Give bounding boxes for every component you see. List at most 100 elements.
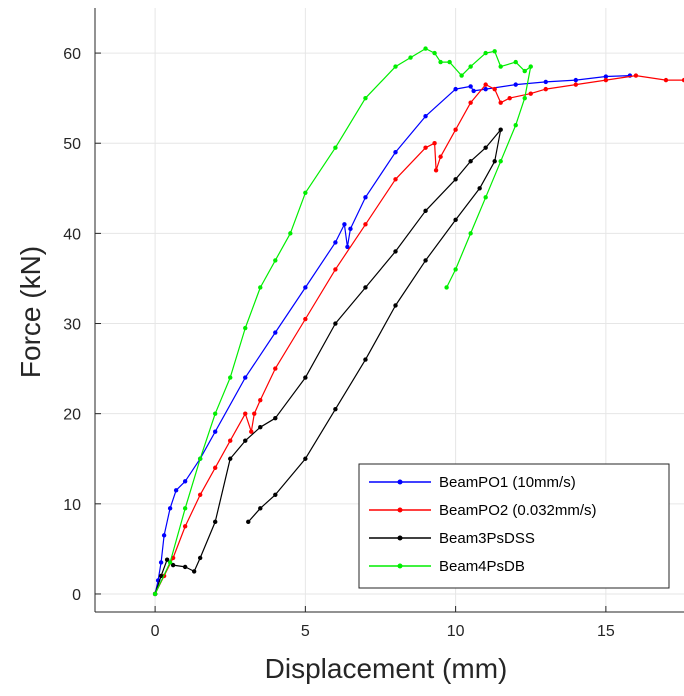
data-point: [303, 456, 308, 461]
data-point: [522, 68, 527, 74]
series-2: [152, 73, 684, 597]
data-point: [513, 122, 518, 128]
legend-entry-label: BeamPO1 (10mm/s): [439, 474, 576, 491]
data-point: [363, 285, 368, 290]
data-point: [197, 492, 203, 498]
data-point: [246, 519, 251, 525]
data-point: [408, 55, 413, 60]
data-point: [303, 285, 308, 290]
data-point: [164, 557, 170, 562]
data-point: [468, 231, 473, 236]
data-point: [498, 127, 503, 132]
y-tick-label: 40: [63, 226, 81, 243]
series-line: [154, 47, 532, 595]
data-point: [432, 50, 437, 56]
data-point: [468, 100, 473, 105]
data-point: [498, 64, 503, 69]
data-point: [152, 591, 158, 597]
data-point: [603, 77, 609, 83]
data-point: [513, 59, 518, 65]
data-point: [363, 357, 368, 362]
data-point: [333, 321, 338, 326]
data-point: [258, 397, 263, 403]
data-point: [573, 77, 579, 83]
data-point: [477, 186, 482, 191]
legend-entry-label: BeamPO2 (0.032mm/s): [439, 502, 597, 519]
data-point: [393, 303, 398, 308]
data-point: [432, 141, 437, 146]
data-point: [182, 564, 188, 570]
data-point: [507, 95, 512, 101]
data-point: [393, 150, 398, 155]
data-point: [213, 465, 218, 470]
data-point: [453, 127, 458, 132]
data-point: [492, 159, 497, 164]
data-point: [498, 100, 503, 105]
data-point: [213, 411, 218, 416]
data-point: [543, 79, 548, 85]
legend-marker: [397, 479, 403, 485]
x-tick-label: 10: [447, 623, 465, 640]
data-point: [453, 217, 458, 223]
data-point: [161, 533, 167, 538]
y-tick-label: 0: [72, 587, 81, 604]
axes: [94, 8, 684, 613]
data-point: [167, 560, 173, 565]
data-point: [423, 208, 428, 214]
data-point: [468, 84, 473, 89]
data-point: [273, 366, 278, 371]
data-point: [483, 82, 488, 87]
data-point: [573, 82, 579, 87]
data-point: [492, 49, 497, 54]
x-axis-label: Displacement (mm): [265, 653, 508, 684]
data-point: [393, 64, 398, 69]
data-point: [423, 258, 428, 263]
data-point: [249, 429, 254, 434]
data-point: [663, 77, 669, 83]
x-tick-label: 15: [597, 623, 615, 640]
data-point: [273, 415, 278, 421]
data-point: [228, 438, 233, 443]
data-point: [633, 73, 639, 78]
data-point: [423, 46, 428, 51]
data-point: [453, 86, 458, 92]
data-point: [423, 113, 428, 119]
data-point: [468, 159, 473, 164]
series-line: [154, 75, 630, 595]
data-point: [522, 95, 527, 101]
data-point: [483, 86, 488, 92]
data-point: [303, 375, 308, 380]
y-axis-label: Force (kN): [15, 246, 46, 378]
series-4: [152, 46, 533, 597]
data-point: [681, 77, 684, 83]
data-point: [342, 222, 347, 227]
data-point: [273, 330, 278, 335]
data-point: [528, 91, 533, 96]
data-point: [393, 249, 398, 254]
data-point: [438, 59, 443, 65]
legend-entry-label: Beam3PsDSS: [439, 530, 535, 547]
data-point: [243, 375, 248, 380]
data-point: [273, 258, 278, 263]
data-point: [173, 488, 179, 493]
legend-marker: [397, 507, 403, 513]
series-group: [152, 46, 684, 597]
data-point: [197, 456, 203, 461]
data-point: [363, 95, 368, 101]
data-point: [191, 569, 197, 574]
data-point: [182, 506, 188, 511]
tick-labels: 0 5 10 15 0 10 20 30 40 50 60: [63, 46, 615, 640]
data-point: [483, 195, 488, 200]
y-tick-label: 60: [63, 46, 81, 63]
y-tick-label: 10: [63, 497, 81, 514]
data-point: [333, 240, 338, 245]
data-point: [333, 145, 338, 150]
data-point: [252, 411, 257, 416]
data-point: [348, 226, 353, 232]
data-point: [213, 519, 218, 525]
data-point: [167, 506, 173, 511]
legend-entry-label: Beam4PsDB: [439, 558, 525, 575]
data-point: [363, 195, 368, 200]
legend-marker: [397, 535, 403, 541]
y-tick-label: 20: [63, 407, 81, 424]
